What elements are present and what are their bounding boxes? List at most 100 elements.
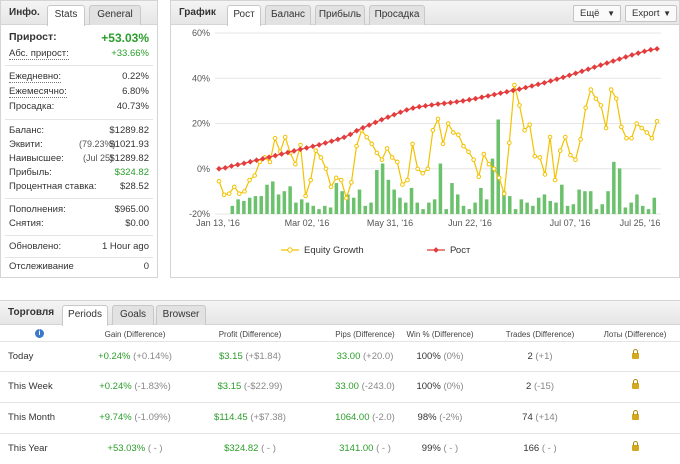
win-value: 100% (416, 351, 441, 362)
volume-bar (496, 119, 500, 214)
volume-bar (409, 187, 414, 214)
equity-growth-point (624, 135, 629, 141)
lock-icon[interactable] (631, 379, 639, 389)
tab-browser[interactable]: Browser (156, 305, 206, 325)
info-row-interest: Процентная ставка: $28.52 (9, 181, 149, 195)
growth-point (585, 66, 591, 73)
daily-value: 0.22% (122, 71, 149, 82)
win-cell: 99% ( - ) (380, 434, 500, 464)
volume-bar (600, 204, 605, 214)
header-trades: Trades (Difference) (505, 330, 575, 339)
growth-point (385, 114, 391, 120)
info-icon[interactable]: i (35, 328, 44, 338)
tab-balance[interactable]: Баланс (265, 5, 311, 25)
growth-point (234, 161, 241, 168)
gain-diff: (-1.83%) (134, 381, 171, 392)
pips-cell: 1064.00 (-2.0) (310, 403, 420, 433)
growth-point (278, 151, 285, 157)
equity-percent: (79.23%) (79, 139, 116, 149)
divider (5, 198, 153, 199)
equity-growth-point (527, 122, 532, 127)
equity-growth-point (221, 192, 227, 198)
tab-drawdown[interactable]: Просадка (369, 5, 425, 25)
profit-value: $324.82 (224, 443, 259, 454)
gain-value: +0.24% (98, 351, 131, 362)
growth-point (522, 84, 529, 91)
period-label: This Year (8, 443, 48, 454)
period-label: This Month (8, 412, 55, 423)
info-panel: Инфо. Stats General Прирост: +53.03% Абс… (0, 0, 158, 278)
more-dropdown[interactable]: Ещё ▼ (573, 5, 621, 22)
info-row-gain: Прирост: +53.03% (9, 31, 149, 47)
chart-legend[interactable]: Equity Growth Рост (281, 245, 471, 256)
volume-bar (588, 191, 593, 214)
lock-icon[interactable] (631, 441, 639, 451)
equity-growth-point (272, 135, 278, 141)
gain-value: +9.74% (99, 412, 132, 423)
growth-point (410, 105, 416, 111)
trades-diff: (+14) (535, 412, 558, 423)
tab-profit[interactable]: Прибыль (315, 5, 365, 25)
tab-stats[interactable]: Stats (47, 5, 85, 26)
lock-icon[interactable] (631, 349, 639, 359)
growth-point (560, 74, 566, 81)
tab-goals[interactable]: Goals (112, 305, 154, 325)
equity-growth-point (512, 82, 517, 88)
volume-bar (531, 205, 535, 214)
highest-label: Наивысшее: (9, 153, 64, 164)
growth-point (604, 60, 610, 66)
growth-point (616, 56, 623, 62)
trades-value: 74 (522, 412, 533, 423)
equity-growth-point (369, 141, 375, 147)
equity-growth-point (242, 189, 247, 194)
volume-bar (461, 205, 466, 214)
gain-diff: ( - ) (147, 443, 163, 454)
equity-growth-point (435, 116, 441, 122)
growth-point (228, 163, 235, 169)
growth-point (366, 122, 372, 128)
header-gain: Gain (Difference) (104, 330, 166, 339)
profit-diff: ( - ) (261, 443, 276, 454)
tab-general[interactable]: General (89, 5, 141, 25)
equity-growth-point (461, 143, 466, 149)
trades-value: 2 (527, 351, 533, 362)
profit-value: $324.82 (114, 167, 149, 178)
lock-icon[interactable] (631, 410, 639, 420)
export-dropdown[interactable]: Export ▼ (625, 5, 677, 22)
equity-growth-point (471, 157, 476, 162)
abs-gain-value: +33.66% (111, 48, 149, 59)
x-tick-label: Mar 02, '16 (285, 218, 330, 228)
gain-cell: +9.74% (-1.09%) (80, 403, 190, 433)
equity-growth-point (303, 193, 308, 199)
volume-bar (317, 209, 321, 214)
y-axis-ticks: 60% 40% 20% 0% -20% (189, 28, 210, 219)
volume-bar (415, 202, 420, 214)
growth-point (497, 90, 504, 97)
tab-periods[interactable]: Periods (62, 305, 108, 326)
balance-label: Баланс: (9, 125, 44, 136)
x-tick-label: Jul 25, '16 (620, 218, 661, 228)
win-diff: (0%) (443, 351, 464, 362)
equity-growth-point (639, 125, 645, 131)
period-label: Today (8, 351, 34, 362)
win-value: 98% (417, 412, 437, 423)
equity-growth-point (415, 166, 420, 172)
growth-point (303, 145, 310, 151)
equity-growth-point (517, 103, 522, 108)
equity-growth-point (216, 178, 222, 184)
equity-growth-point (634, 121, 639, 126)
legend-equity-label: Equity Growth (304, 245, 364, 256)
volume-bar (490, 158, 495, 214)
volume-bar (542, 194, 547, 214)
lots-cell (580, 372, 680, 402)
trading-title: Торговля (8, 307, 55, 318)
growth-point (335, 136, 341, 143)
equity-growth-point (583, 105, 588, 110)
tab-growth[interactable]: Рост (227, 5, 261, 26)
equity-growth-point (374, 150, 380, 156)
growth-point (272, 152, 279, 159)
equity-growth-point (466, 149, 471, 155)
divider (5, 119, 153, 120)
gain-value: +53.03% (107, 443, 146, 454)
growth-point (241, 160, 247, 167)
